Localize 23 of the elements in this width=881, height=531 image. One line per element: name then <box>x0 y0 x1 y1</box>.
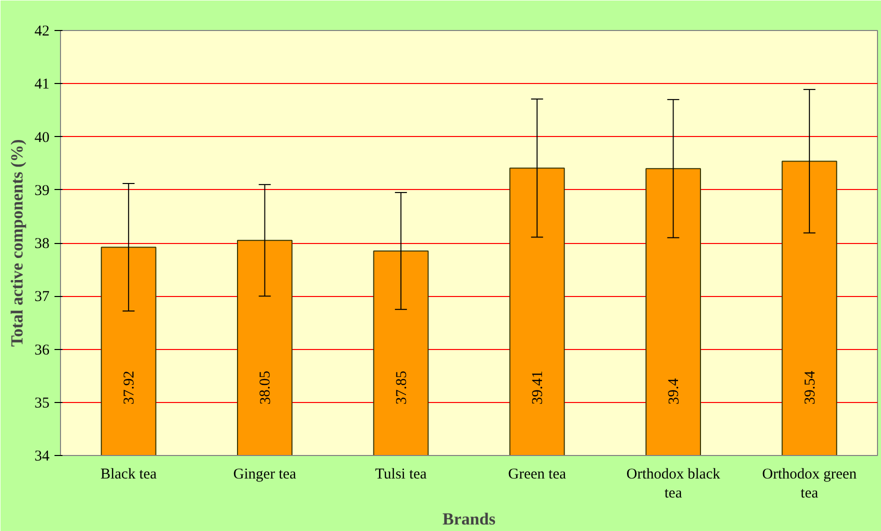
x-tick-label: Tulsi tea <box>375 466 428 482</box>
x-tick-label: Green tea <box>508 466 566 482</box>
y-tick-label: 39 <box>34 182 50 199</box>
x-axis-title: Brands <box>442 510 496 529</box>
y-tick-label: 36 <box>34 342 50 358</box>
x-tick-label: Black tea <box>100 466 158 482</box>
y-tick-label: 38 <box>34 236 50 252</box>
y-tick-label: 35 <box>34 395 50 412</box>
x-tick-label: Orthodox black tea <box>626 466 721 502</box>
y-axis-title: Total active components (%) <box>8 139 26 347</box>
x-tick-label: Ginger tea <box>233 466 297 482</box>
data-label: 39.54 <box>802 370 818 404</box>
y-tick-label: 34 <box>34 448 50 464</box>
y-tick-label: 42 <box>34 24 50 40</box>
data-label: 38.05 <box>258 370 274 404</box>
y-tick-label: 37 <box>34 289 50 306</box>
x-tick-label: Orthodox green tea <box>762 466 858 502</box>
data-label: 39.41 <box>530 370 546 404</box>
data-label: 39.4 <box>666 378 682 404</box>
y-tick-label: 40 <box>34 130 50 146</box>
y-tick-label: 41 <box>34 76 50 93</box>
data-label: 37.92 <box>122 370 138 404</box>
data-label: 37.85 <box>394 370 410 404</box>
